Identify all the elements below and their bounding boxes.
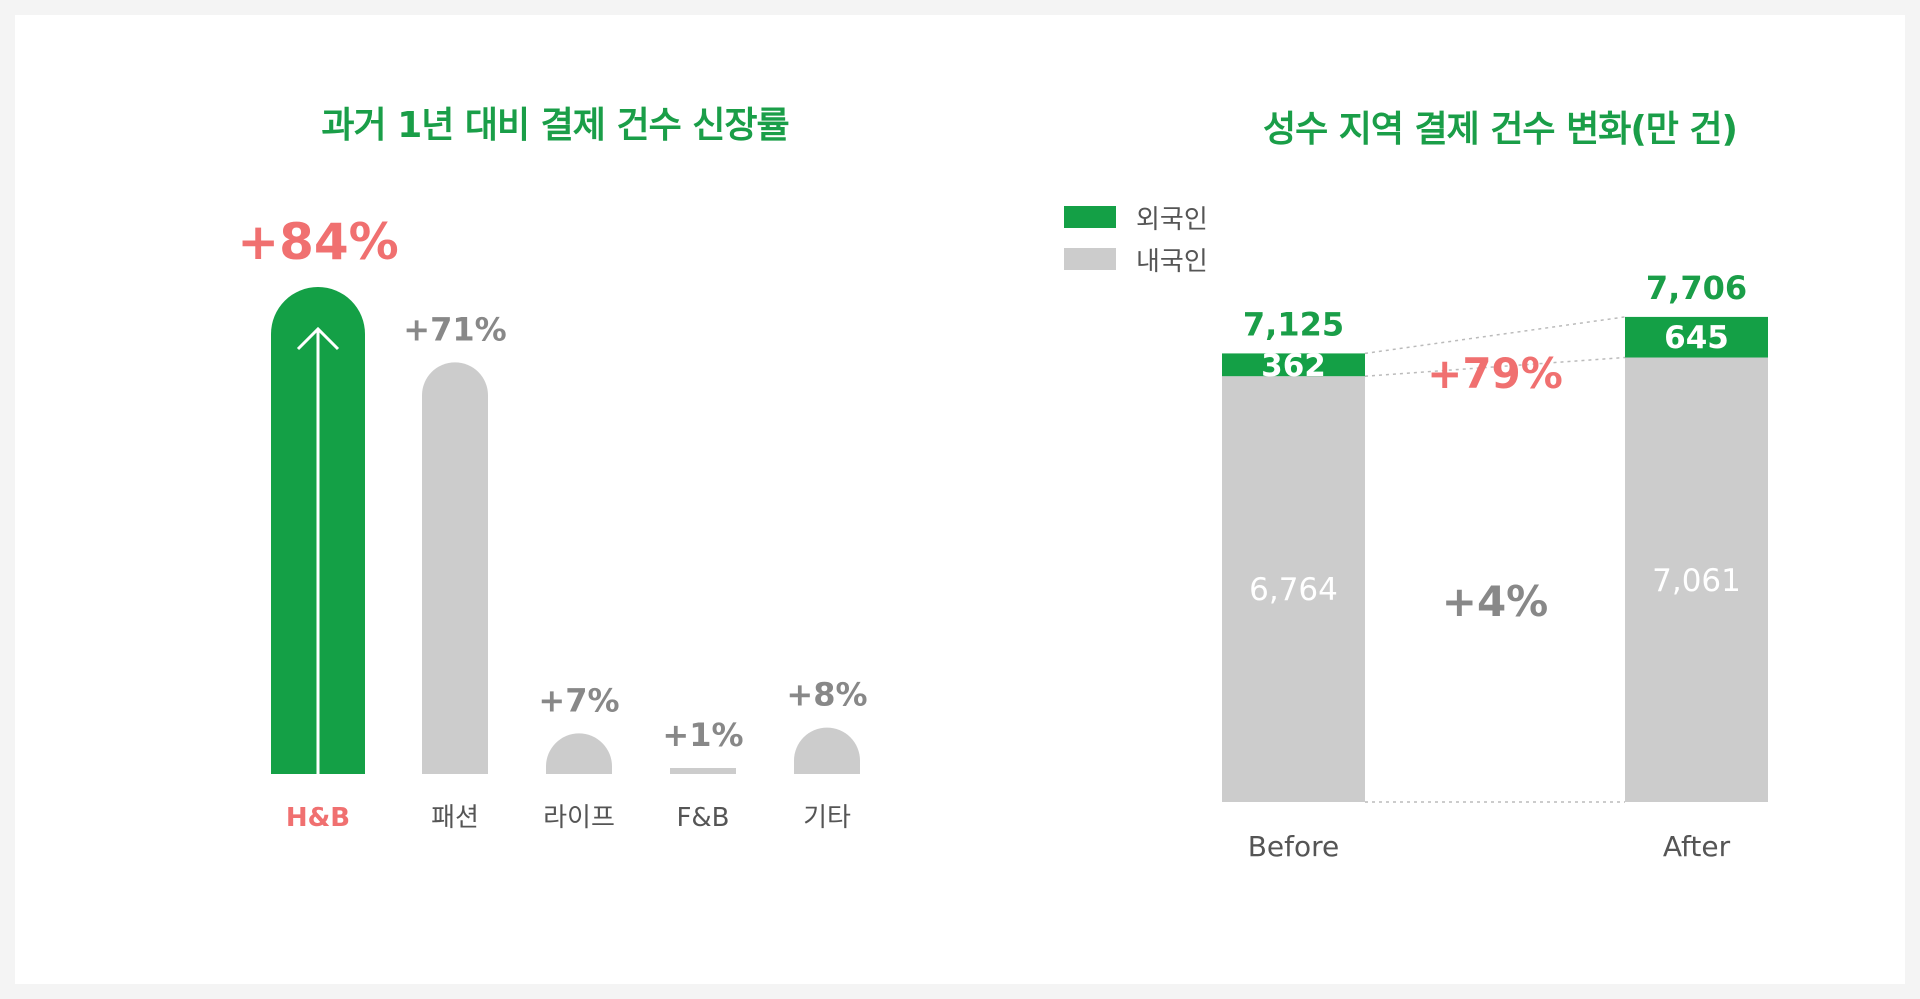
category-label-3: 라이프	[543, 803, 615, 833]
bar-4	[670, 768, 736, 774]
segment-label-foreign-2: 645	[1664, 320, 1729, 356]
category-label-2: 패션	[431, 803, 479, 833]
stack-foreign-1	[1222, 353, 1365, 377]
bar-2	[422, 362, 488, 774]
value-label-3: +7%	[538, 681, 619, 719]
legend-label-domestic: 내국인	[1136, 246, 1208, 277]
category-label-1: H&B	[286, 803, 350, 833]
value-label-1: +84%	[237, 213, 399, 271]
segment-label-domestic-2: 7,061	[1652, 563, 1741, 599]
connector-line-foreign-top	[1364, 316, 1626, 355]
category-label-2: After	[1663, 830, 1731, 863]
category-label-5: 기타	[803, 803, 851, 833]
right-chart-title: 성수 지역 결제 건수 변화(만 건)	[1262, 109, 1738, 150]
connector-line-foreign-bottom	[1364, 356, 1626, 377]
value-label-4: +1%	[662, 716, 743, 754]
segment-label-foreign-1: 362	[1261, 348, 1326, 384]
category-label-1: Before	[1248, 830, 1340, 863]
left-chart-title: 과거 1년 대비 결제 건수 신장률	[321, 105, 789, 146]
legend-swatch-domestic	[1064, 248, 1116, 270]
value-label-5: +8%	[786, 676, 867, 714]
total-label-2: 7,706	[1646, 269, 1747, 307]
legend: 외국인 내국인	[1064, 196, 1208, 280]
stack-foreign-2	[1625, 316, 1768, 358]
change-label-foreign: +79%	[1427, 349, 1563, 398]
change-label-domestic: +4%	[1442, 577, 1549, 626]
segment-label-domestic-1: 6,764	[1249, 572, 1338, 608]
legend-swatch-foreign	[1064, 206, 1116, 228]
category-label-4: F&B	[676, 803, 729, 833]
stack-domestic-1	[1222, 376, 1365, 802]
stack-domestic-2	[1625, 357, 1768, 802]
total-label-1: 7,125	[1243, 305, 1344, 343]
bar-5	[794, 727, 860, 774]
value-label-2: +71%	[403, 310, 506, 348]
bar-arrow-head-icon	[296, 326, 340, 351]
legend-item-foreign: 외국인	[1064, 196, 1208, 238]
legend-label-foreign: 외국인	[1136, 204, 1208, 235]
bar-3	[546, 733, 612, 774]
legend-item-domestic: 내국인	[1064, 238, 1208, 280]
